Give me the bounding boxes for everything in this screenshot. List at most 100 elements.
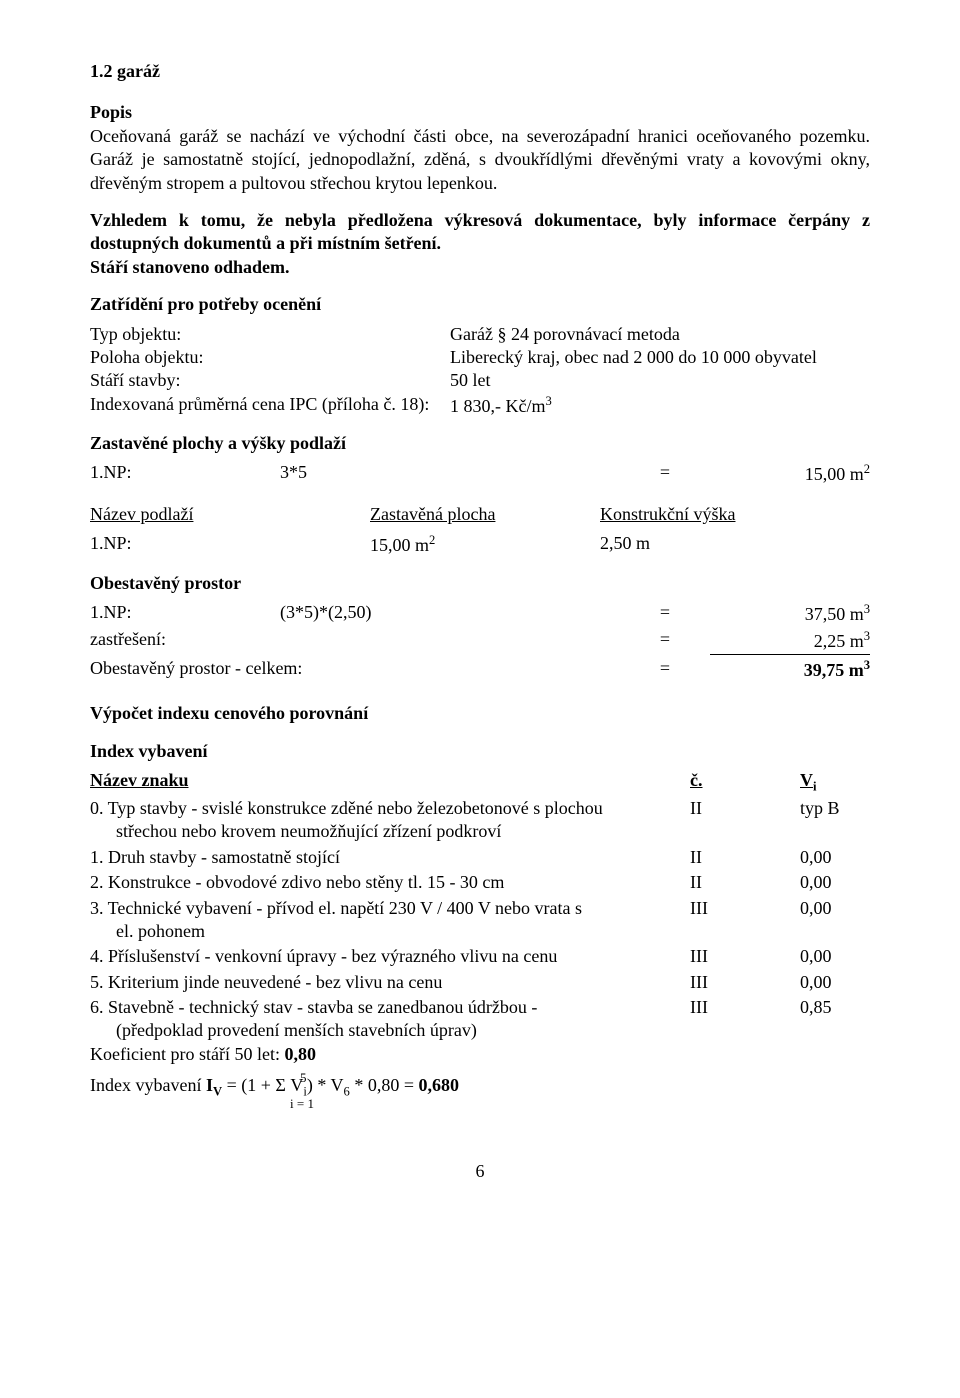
idx-cont: (předpoklad provedení menších stavebních… [90, 1019, 870, 1042]
popis-p3-text: Stáří stanoveno odhadem. [90, 257, 290, 277]
idx-v: 0,00 [800, 945, 870, 968]
idx-title: 6. Stavebně - technický stav - stavba se… [90, 996, 690, 1019]
idx-title: 2. Konstrukce - obvodové zdivo nebo stěn… [90, 871, 690, 894]
idx-c: II [690, 846, 800, 869]
calc-val-text: 37,50 m [805, 604, 864, 624]
kv-val: 50 let [450, 369, 870, 392]
f-text: Index vybavení [90, 1075, 206, 1095]
idx-v: 0,00 [800, 971, 870, 994]
vypocet-heading: Výpočet indexu cenového porovnání [90, 702, 870, 725]
kv-key: Typ objektu: [90, 323, 450, 346]
kv-val: Liberecký kraj, obec nad 2 000 do 10 000… [450, 346, 870, 369]
th: Konstrukční výška [600, 503, 870, 526]
kv-row: Indexovaná průměrná cena IPC (příloha č.… [90, 393, 870, 418]
idx-c: II [690, 871, 800, 894]
sup: 3 [864, 629, 870, 643]
calc-eq: = [560, 601, 710, 626]
section-heading: 1.2 garáž [90, 60, 870, 83]
calc-label: zastřešení: [90, 628, 280, 654]
popis-heading: Popis [90, 101, 870, 124]
td-text: 15,00 m [370, 535, 429, 555]
calc-eq: = [560, 657, 710, 682]
calc-total: Obestavěný prostor - celkem: = 39,75 m3 [90, 657, 870, 682]
koef-label: Koeficient pro stáří 50 let: [90, 1044, 284, 1064]
calc-label: 1.NP: [90, 601, 280, 626]
calc-val-text: 39,75 m [804, 660, 864, 680]
calc-val-text: 2,25 m [814, 631, 864, 651]
f-IV: IV [206, 1075, 222, 1095]
calc-label: 1.NP: [90, 461, 280, 486]
kv-row: Poloha objektu: Liberecký kraj, obec nad… [90, 346, 870, 369]
kv-row: Typ objektu: Garáž § 24 porovnávací meto… [90, 323, 870, 346]
td: 15,00 m2 [370, 532, 600, 557]
calc-row: 1.NP: (3*5)*(2,50) = 37,50 m3 [90, 601, 870, 626]
idx-title: 4. Příslušenství - venkovní úpravy - bez… [90, 945, 690, 968]
podlazi-row: 1.NP: 15,00 m2 2,50 m [90, 532, 870, 557]
th: Vi [800, 769, 870, 795]
idx-row: 1. Druh stavby - samostatně stojící II 0… [90, 846, 870, 869]
zastavene-heading: Zastavěné plochy a výšky podlaží [90, 432, 870, 455]
calc-eq: = [560, 461, 710, 486]
idx-row: 5. Kriterium jinde neuvedené - bez vlivu… [90, 971, 870, 994]
idx-cont: el. pohonem [90, 920, 870, 943]
obestaveny-heading: Obestavěný prostor [90, 572, 870, 595]
th: č. [690, 769, 800, 795]
sup: 2 [429, 533, 435, 547]
calc-expr [280, 628, 560, 654]
koef-val: 0,80 [284, 1044, 316, 1064]
idx-c: II [690, 797, 800, 820]
idx-head: Název znaku č. Vi [90, 769, 870, 795]
sup: 3 [545, 394, 551, 408]
idx-v: 0,85 [800, 996, 870, 1019]
idx-title: 3. Technické vybavení - přívod el. napět… [90, 897, 690, 920]
th-text: V [800, 770, 813, 790]
idx-v: typ B [800, 797, 870, 820]
th: Název podlaží [90, 503, 370, 526]
podlazi-head: Název podlaží Zastavěná plocha Konstrukč… [90, 503, 870, 526]
f-mid2: ) * V [307, 1075, 344, 1095]
sub: i [813, 780, 817, 794]
idx-row: 0. Typ stavby - svislé konstrukce zděné … [90, 797, 870, 820]
td: 2,50 m [600, 532, 870, 557]
idx-v: 0,00 [800, 846, 870, 869]
popis-p2-text: Vzhledem k tomu, že nebyla předložena vý… [90, 210, 870, 253]
td: 1.NP: [90, 532, 370, 557]
f-result: 0,680 [419, 1075, 460, 1095]
idx-c: III [690, 996, 800, 1019]
calc-row: zastřešení: = 2,25 m3 [90, 628, 870, 654]
kv-row: Stáří stavby: 50 let [90, 369, 870, 392]
idx-title: 0. Typ stavby - svislé konstrukce zděné … [90, 797, 690, 820]
index-vyb-heading: Index vybavení [90, 740, 870, 763]
formula: 5 Index vybavení IV = (1 + Σ Vi) * V6 * … [90, 1074, 870, 1100]
f-end: * 0,80 = [350, 1075, 419, 1095]
calc-expr: 3*5 [280, 461, 560, 486]
idx-cont: střechou nebo krovem neumožňující zřízen… [90, 820, 870, 843]
idx-c: III [690, 945, 800, 968]
kv-val-text: 1 830,- Kč/m [450, 396, 545, 416]
kv-val: 1 830,- Kč/m3 [450, 393, 870, 418]
page-number: 6 [90, 1160, 870, 1183]
sup: 3 [864, 602, 870, 616]
kv-key: Poloha objektu: [90, 346, 450, 369]
idx-title: 5. Kriterium jinde neuvedené - bez vlivu… [90, 971, 690, 994]
calc-row: 1.NP: 3*5 = 15,00 m2 [90, 461, 870, 486]
f-mid: = (1 + Σ V [222, 1075, 303, 1095]
idx-c: III [690, 897, 800, 920]
th: Název znaku [90, 769, 690, 795]
idx-row: 4. Příslušenství - venkovní úpravy - bez… [90, 945, 870, 968]
popis-p2: Vzhledem k tomu, že nebyla předložena vý… [90, 209, 870, 279]
idx-row: 2. Konstrukce - obvodové zdivo nebo stěn… [90, 871, 870, 894]
sup: 3 [864, 658, 870, 672]
calc-val: 15,00 m2 [710, 461, 870, 486]
idx-title: 1. Druh stavby - samostatně stojící [90, 846, 690, 869]
popis-p1: Oceňovaná garáž se nachází ve východní č… [90, 125, 870, 195]
idx-c: III [690, 971, 800, 994]
idx-v: 0,00 [800, 871, 870, 894]
koef-line: Koeficient pro stáří 50 let: 0,80 [90, 1043, 870, 1066]
calc-eq: = [560, 628, 710, 654]
calc-val: 2,25 m3 [710, 628, 870, 654]
sup: 2 [864, 462, 870, 476]
formula-bottom: i = 1 [290, 1096, 314, 1113]
calc-label: Obestavěný prostor - celkem: [90, 657, 560, 682]
idx-row: 3. Technické vybavení - přívod el. napět… [90, 897, 870, 920]
